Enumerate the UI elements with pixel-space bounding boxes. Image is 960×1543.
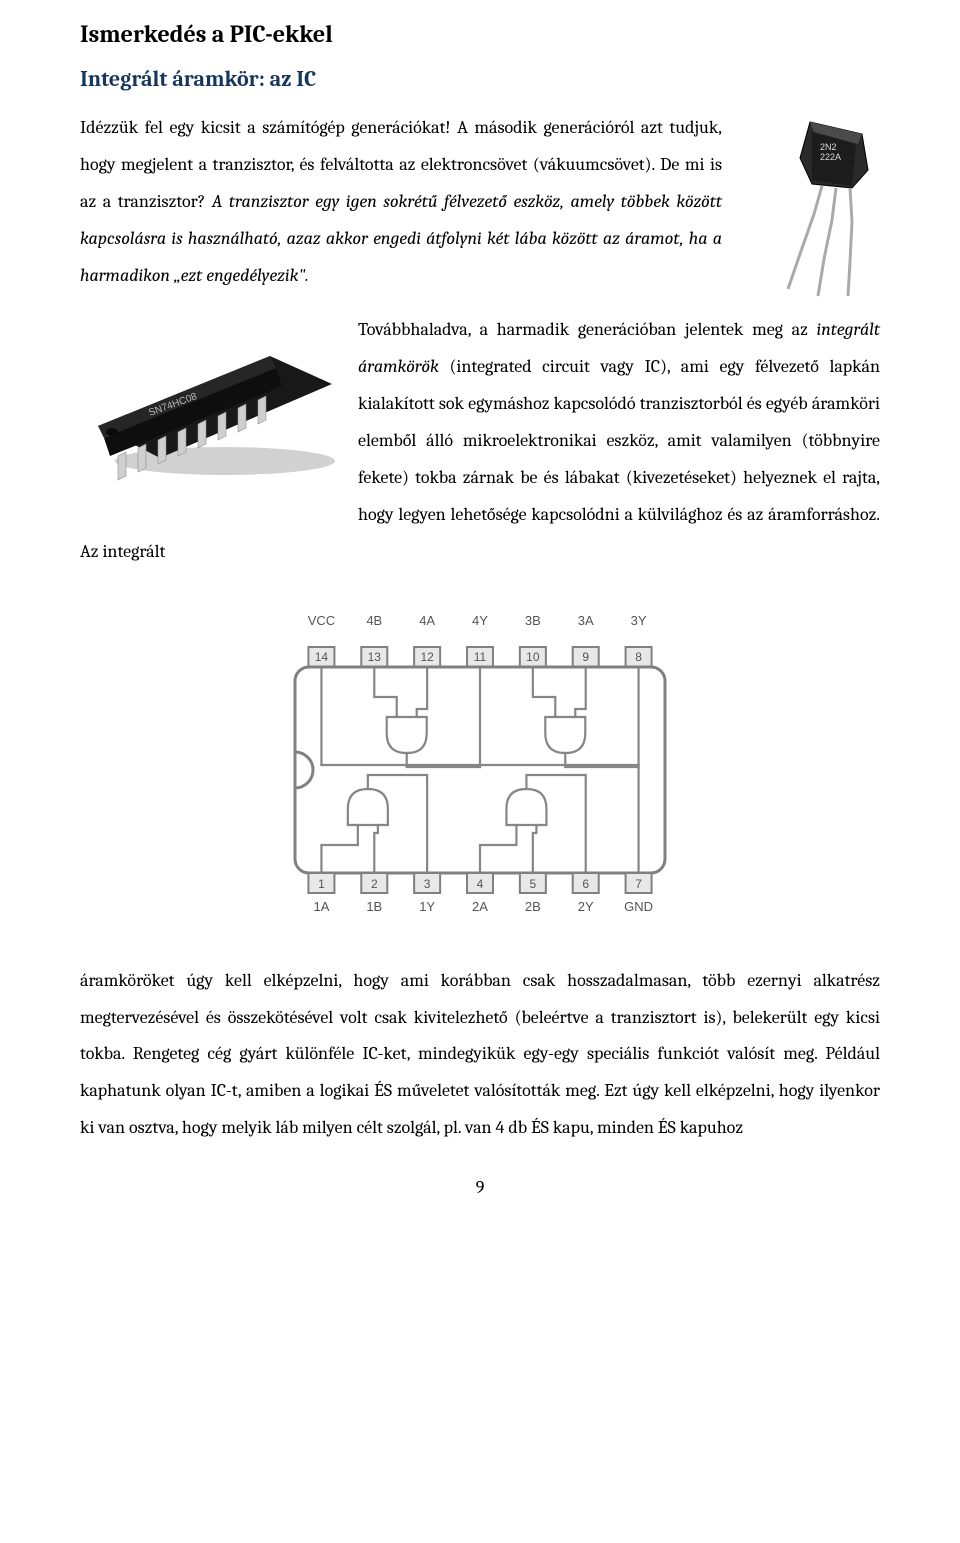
svg-text:GND: GND <box>624 899 653 914</box>
svg-text:7: 7 <box>635 877 642 891</box>
svg-text:5: 5 <box>530 877 537 891</box>
svg-text:2: 2 <box>371 877 378 891</box>
svg-text:1Y: 1Y <box>419 899 435 914</box>
ic-pinout-diagram: VCC4B4A4Y3B3A3Y14131211109812345671A1B1Y… <box>255 605 705 935</box>
svg-text:10: 10 <box>526 650 540 664</box>
svg-text:222A: 222A <box>820 152 841 162</box>
page-title: Ismerkedés a PIC-ekkel <box>80 20 880 48</box>
svg-text:6: 6 <box>582 877 589 891</box>
svg-text:1A: 1A <box>313 899 329 914</box>
svg-text:1: 1 <box>318 877 325 891</box>
svg-text:VCC: VCC <box>308 613 335 628</box>
svg-text:13: 13 <box>368 650 382 664</box>
svg-text:3: 3 <box>424 877 431 891</box>
page-number: 9 <box>80 1177 880 1198</box>
svg-text:2B: 2B <box>525 899 541 914</box>
svg-text:2N2: 2N2 <box>820 142 837 152</box>
svg-text:4B: 4B <box>366 613 382 628</box>
svg-text:4A: 4A <box>419 613 435 628</box>
transistor-image: 2N2 222A <box>740 114 880 299</box>
svg-text:1B: 1B <box>366 899 382 914</box>
svg-text:8: 8 <box>635 650 642 664</box>
svg-text:12: 12 <box>420 650 434 664</box>
svg-text:14: 14 <box>315 650 329 664</box>
svg-text:4: 4 <box>477 877 484 891</box>
svg-text:3Y: 3Y <box>631 613 647 628</box>
dip-chip-image: SN74HC08 <box>80 316 340 501</box>
svg-text:2A: 2A <box>472 899 488 914</box>
svg-text:3A: 3A <box>578 613 594 628</box>
section-title: Integrált áramkör: az IC <box>80 66 880 92</box>
svg-text:9: 9 <box>582 650 589 664</box>
paragraph-3: áramköröket úgy kell elképzelni, hogy am… <box>80 963 880 1147</box>
svg-text:2Y: 2Y <box>578 899 594 914</box>
svg-text:3B: 3B <box>525 613 541 628</box>
svg-text:11: 11 <box>474 650 487 664</box>
svg-text:4Y: 4Y <box>472 613 488 628</box>
para2-text-a: Továbbhaladva, a harmadik generációban j… <box>358 319 817 340</box>
